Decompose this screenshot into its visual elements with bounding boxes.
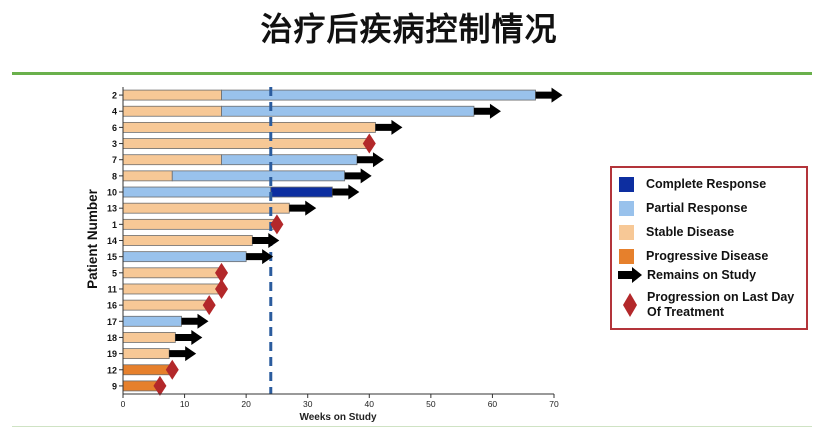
legend-item-progressive-disease: Progressive Disease [612,249,768,264]
y-tick-label: 8 [112,171,117,181]
remains-on-study-arrow [332,184,360,200]
y-axis-label: Patient Number [85,188,100,289]
remains-on-study-arrow [181,313,209,329]
legend-item-complete-response: Complete Response [612,177,766,192]
bar-segment-stable [122,138,370,149]
y-tick-label: 16 [107,301,117,311]
partial-response-swatch [619,201,634,216]
progression-diamond [215,278,229,299]
legend-label: Stable Disease [646,225,735,239]
remains-on-study-arrow [169,346,197,362]
progression-diamond [362,133,376,154]
y-tick-label: 11 [107,284,117,294]
markers-layer [153,87,563,396]
y-tick-label: 15 [107,252,117,262]
remains-on-study-arrow [252,233,280,248]
y-tick-label: 6 [112,123,117,133]
legend-item-partial-response: Partial Response [612,201,747,216]
x-tick-label: 50 [426,399,436,409]
x-axis-label: Weeks on Study [299,412,376,423]
y-tick-label: 10 [107,188,117,198]
bar-segment-stable [122,121,376,133]
remains-on-study-arrow [356,152,384,168]
progression-diamond [153,375,167,396]
bottom-divider [12,426,812,427]
y-tick-label: 9 [112,381,117,391]
legend-label: Remains on Study [647,267,757,282]
remains-on-study-arrow [175,329,203,345]
slide-title: 治疗后疾病控制情况 [260,10,558,48]
legend-item-remains-on-study: Remains on Study [612,266,756,284]
y-tick-label: 7 [112,155,117,165]
x-tick-label: 70 [549,399,559,409]
y-tick-label: 13 [107,204,117,214]
legend-label: Complete Response [646,177,767,191]
legend-label-line-2: Of Treatment [647,305,725,319]
remains-on-study-arrow [246,249,274,265]
bar-segment-stable [122,332,176,343]
complete-response-swatch [619,177,634,192]
bar-segment-stable [122,154,222,166]
remains-on-study-arrow [473,103,501,119]
bar-segment-stable [122,235,253,246]
legend-label-line-1: Progression on Last Day [647,290,795,304]
legend-label: Partial Response [646,201,748,215]
bar-segment-stable [122,202,290,214]
progression-diamond [270,214,284,235]
remains-on-study-arrow [289,200,317,216]
bar-segment-partial [221,105,475,117]
bar-segment-stable [122,218,278,230]
bar-segment-stable [122,348,170,360]
legend-label: Progression on Last Day Of Treatment [647,290,794,320]
bar-segment-complete [270,186,333,198]
y-tick-label: 14 [107,236,117,246]
stable-disease-swatch [619,225,634,240]
bar-segment-stable [122,89,222,101]
bar-segment-partial [171,170,346,182]
remains-on-study-arrow [344,168,372,184]
bar-segment-partial [221,154,358,166]
y-tick-label: 1 [112,220,117,230]
x-tick-label: 60 [488,399,498,409]
x-tick-label: 40 [365,399,375,409]
x-tick-label: 20 [241,399,251,409]
y-tick-label: 12 [107,365,117,375]
title-divider [12,72,812,75]
legend: Complete Response Partial Response Stabl… [610,166,808,330]
y-tick-label: 3 [112,139,117,149]
bar-segment-stable [122,105,222,117]
x-tick-label: 30 [303,399,313,409]
legend-item-progression: Progression on Last Day Of Treatment [612,290,794,320]
bar-segment-stable [122,267,222,279]
progression-diamond [215,262,229,283]
bar-segment-stable [122,299,210,311]
remains-on-study-arrow [535,87,563,103]
progression-diamond [165,359,179,380]
y-tick-label: 19 [107,349,117,359]
x-tick-label: 0 [121,399,126,409]
y-tick-label: 18 [107,333,117,343]
arrow-icon [618,267,642,283]
bar-segment-partial [122,186,272,198]
bar-segment-stable [122,283,222,295]
legend-label: Progressive Disease [646,249,769,263]
remains-on-study-arrow [375,119,403,135]
y-tick-label: 2 [112,91,117,101]
y-tick-label: 17 [107,317,117,327]
y-tick-label: 4 [112,107,117,117]
axes-layer: 2 4 6 3 7 8 10 13 1 14 15 5 11 16 17 18 19 12 90 10 20 30 40 50… [107,87,559,409]
progressive-disease-swatch [619,249,634,264]
bar-segment-partial [122,315,182,327]
bar-segment-progressive [122,364,173,376]
progression-diamond [202,295,216,316]
bars-layer [122,89,536,392]
bar-segment-partial [221,89,536,101]
x-tick-label: 10 [180,399,190,409]
bar-segment-stable [122,170,173,182]
bar-segment-partial [122,251,247,263]
y-tick-label: 5 [112,268,117,278]
diamond-icon [623,293,637,317]
legend-item-stable-disease: Stable Disease [612,225,734,240]
